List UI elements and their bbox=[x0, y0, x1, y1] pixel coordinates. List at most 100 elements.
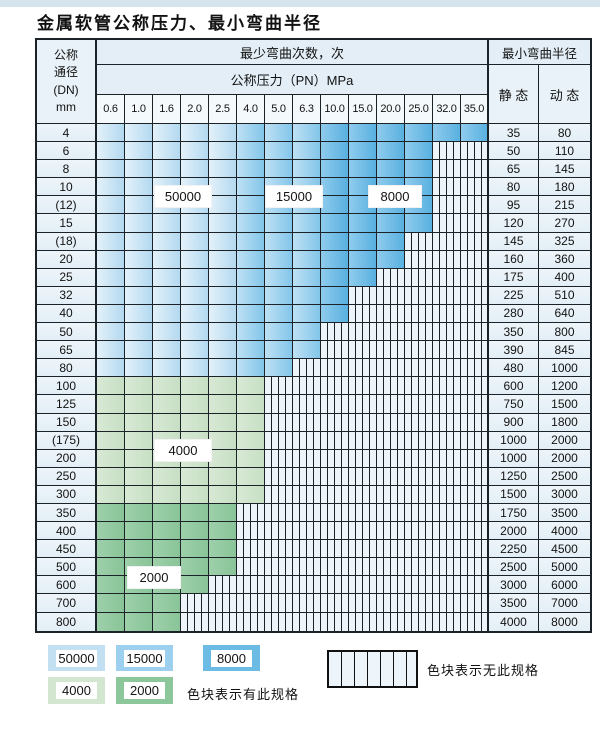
spec-cell-b50 bbox=[125, 268, 153, 287]
spec-cell-x bbox=[433, 503, 461, 523]
spec-cell-x bbox=[433, 377, 461, 396]
spec-cell-b15 bbox=[237, 341, 265, 360]
spec-cell-g2 bbox=[97, 540, 125, 559]
static-radius-cell: 900 bbox=[489, 413, 539, 432]
table-row: 50 350 800 bbox=[37, 323, 590, 342]
spec-cell-x bbox=[209, 594, 237, 613]
spec-cell-b8 bbox=[321, 304, 349, 324]
spec-cell-b8 bbox=[321, 250, 349, 269]
spec-cell-x bbox=[405, 286, 433, 305]
spec-cell-b50 bbox=[181, 250, 209, 269]
spec-cell-g4 bbox=[237, 485, 265, 504]
spec-cell-x bbox=[181, 594, 209, 613]
spec-cell-x bbox=[265, 503, 293, 523]
spec-cell-x bbox=[433, 359, 461, 378]
spec-cell-b50 bbox=[209, 250, 237, 269]
spec-cell-x bbox=[181, 612, 209, 631]
static-radius-cell: 175 bbox=[489, 268, 539, 287]
spec-cell-x bbox=[321, 540, 349, 559]
spec-cell-g4 bbox=[125, 449, 153, 468]
spec-cell-x bbox=[377, 612, 405, 631]
spec-cell-b50 bbox=[125, 142, 153, 161]
spec-cell-b50 bbox=[125, 214, 153, 233]
pressure-value: 2.5 bbox=[209, 95, 237, 124]
spec-cell-g4 bbox=[209, 431, 237, 450]
spec-cell-b15 bbox=[237, 250, 265, 269]
spec-cell-x bbox=[321, 485, 349, 504]
table-row: 25 175 400 bbox=[37, 268, 590, 287]
spec-cell-x bbox=[321, 323, 349, 342]
spec-cell-x bbox=[433, 250, 461, 269]
spec-cell-b15 bbox=[265, 232, 293, 251]
spec-cell-x bbox=[461, 142, 489, 161]
spec-cell-x bbox=[265, 594, 293, 613]
dn-header: 公称 通径 (DN) mm bbox=[37, 40, 97, 124]
spec-cell-b50 bbox=[181, 232, 209, 251]
spec-cell-b50 bbox=[97, 178, 125, 197]
spec-cell-x bbox=[349, 612, 377, 631]
spec-cell-x bbox=[293, 522, 321, 541]
spec-cell-b50 bbox=[181, 341, 209, 360]
pressure-value: 1.0 bbox=[125, 95, 153, 124]
table-row: 125 750 1500 bbox=[37, 395, 590, 414]
spec-cell-b50 bbox=[209, 196, 237, 215]
spec-cell-b15 bbox=[237, 160, 265, 179]
spec-cell-x bbox=[377, 449, 405, 468]
spec-cell-x bbox=[265, 377, 293, 396]
static-radius-cell: 145 bbox=[489, 232, 539, 251]
spec-cell-b8 bbox=[377, 160, 405, 179]
spec-cell-b50 bbox=[181, 160, 209, 179]
spec-cell-b15 bbox=[237, 142, 265, 161]
spec-cell-g4 bbox=[237, 431, 265, 450]
dn-cell: 20 bbox=[37, 250, 97, 269]
spec-cell-x bbox=[405, 540, 433, 559]
dn-header-line: 公称 bbox=[53, 47, 78, 62]
spec-cell-x bbox=[237, 503, 265, 523]
spec-cell-x bbox=[405, 341, 433, 360]
spec-cell-x bbox=[433, 178, 461, 197]
spec-cell-b15 bbox=[237, 178, 265, 197]
spec-cell-b50 bbox=[125, 250, 153, 269]
cycles-label-8000: 8000 bbox=[369, 186, 421, 207]
dn-cell: (175) bbox=[37, 431, 97, 450]
spec-cell-g2 bbox=[209, 558, 237, 577]
spec-cell-x bbox=[461, 540, 489, 559]
static-radius-cell: 50 bbox=[489, 142, 539, 161]
spec-cell-b50 bbox=[97, 323, 125, 342]
spec-cell-x bbox=[349, 594, 377, 613]
spec-cell-g4 bbox=[209, 449, 237, 468]
dynamic-radius-cell: 8000 bbox=[539, 612, 590, 631]
spec-cell-x bbox=[461, 594, 489, 613]
spec-cell-b15 bbox=[237, 268, 265, 287]
table-row: 20 160 360 bbox=[37, 250, 590, 269]
spec-cell-x bbox=[461, 503, 489, 523]
dn-cell: 400 bbox=[37, 522, 97, 541]
spec-cell-x bbox=[405, 304, 433, 324]
spec-cell-b50 bbox=[209, 160, 237, 179]
spec-cell-b15 bbox=[265, 142, 293, 161]
dynamic-radius-cell: 2000 bbox=[539, 431, 590, 450]
spec-cell-x bbox=[377, 323, 405, 342]
dynamic-radius-cell: 110 bbox=[539, 142, 590, 161]
spec-cell-b50 bbox=[209, 232, 237, 251]
spec-cell-g4 bbox=[125, 485, 153, 504]
dynamic-radius-cell: 3500 bbox=[539, 503, 590, 523]
spec-cell-g2 bbox=[125, 522, 153, 541]
dn-cell: 500 bbox=[37, 558, 97, 577]
spec-cell-x bbox=[237, 576, 265, 595]
spec-cell-x bbox=[433, 540, 461, 559]
spec-cell-x bbox=[405, 413, 433, 432]
dn-cell: 200 bbox=[37, 449, 97, 468]
spec-cell-b50 bbox=[125, 124, 153, 143]
pressure-value: 10.0 bbox=[321, 95, 349, 124]
spec-cell-x bbox=[265, 558, 293, 577]
spec-cell-b15 bbox=[265, 341, 293, 360]
spec-cell-x bbox=[461, 268, 489, 287]
spec-cell-b15 bbox=[265, 359, 293, 378]
spec-cell-x bbox=[321, 431, 349, 450]
spec-cell-x bbox=[321, 594, 349, 613]
spec-cell-x bbox=[293, 467, 321, 486]
spec-cell-x bbox=[377, 576, 405, 595]
static-radius-cell: 65 bbox=[489, 160, 539, 179]
